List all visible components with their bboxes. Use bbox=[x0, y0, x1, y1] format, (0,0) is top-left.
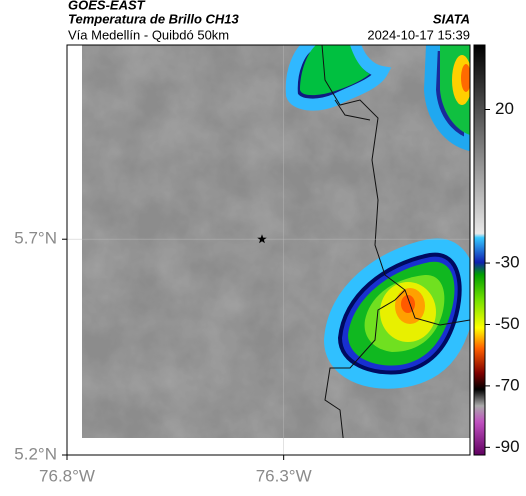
colorbar-tick-label: -70 bbox=[495, 375, 520, 394]
image-edge-bottom bbox=[67, 438, 470, 455]
satellite-image bbox=[67, 45, 470, 455]
y-tick-label: 5.2°N bbox=[14, 444, 57, 463]
cloud-main bbox=[323, 238, 470, 389]
map-frame bbox=[66, 44, 471, 456]
y-tick-label: 5.7°N bbox=[14, 229, 57, 248]
colorbar-tick-label: -90 bbox=[495, 437, 520, 456]
colorbar-tick-label: -30 bbox=[495, 253, 520, 272]
title: GOES-EAST bbox=[68, 0, 146, 12]
subtitle: Temperatura de Brillo CH13 bbox=[68, 11, 240, 26]
borders bbox=[321, 45, 470, 455]
image-edge-left bbox=[67, 45, 82, 455]
x-tick-label: 76.3°W bbox=[256, 466, 312, 485]
colorbar bbox=[473, 44, 486, 456]
source: SIATA bbox=[433, 11, 470, 26]
region: Vía Medellín - Quibdó 50km bbox=[68, 27, 229, 42]
timestamp: 2024-10-17 15:39 bbox=[367, 27, 470, 42]
colorbar-tick-label: -50 bbox=[495, 314, 520, 333]
location-marker bbox=[257, 234, 267, 244]
colorbar-tick-label: 20 bbox=[495, 99, 514, 118]
cloud-top bbox=[285, 45, 392, 111]
x-tick-label: 76.8°W bbox=[39, 466, 95, 485]
cloud-top-right bbox=[423, 45, 470, 152]
